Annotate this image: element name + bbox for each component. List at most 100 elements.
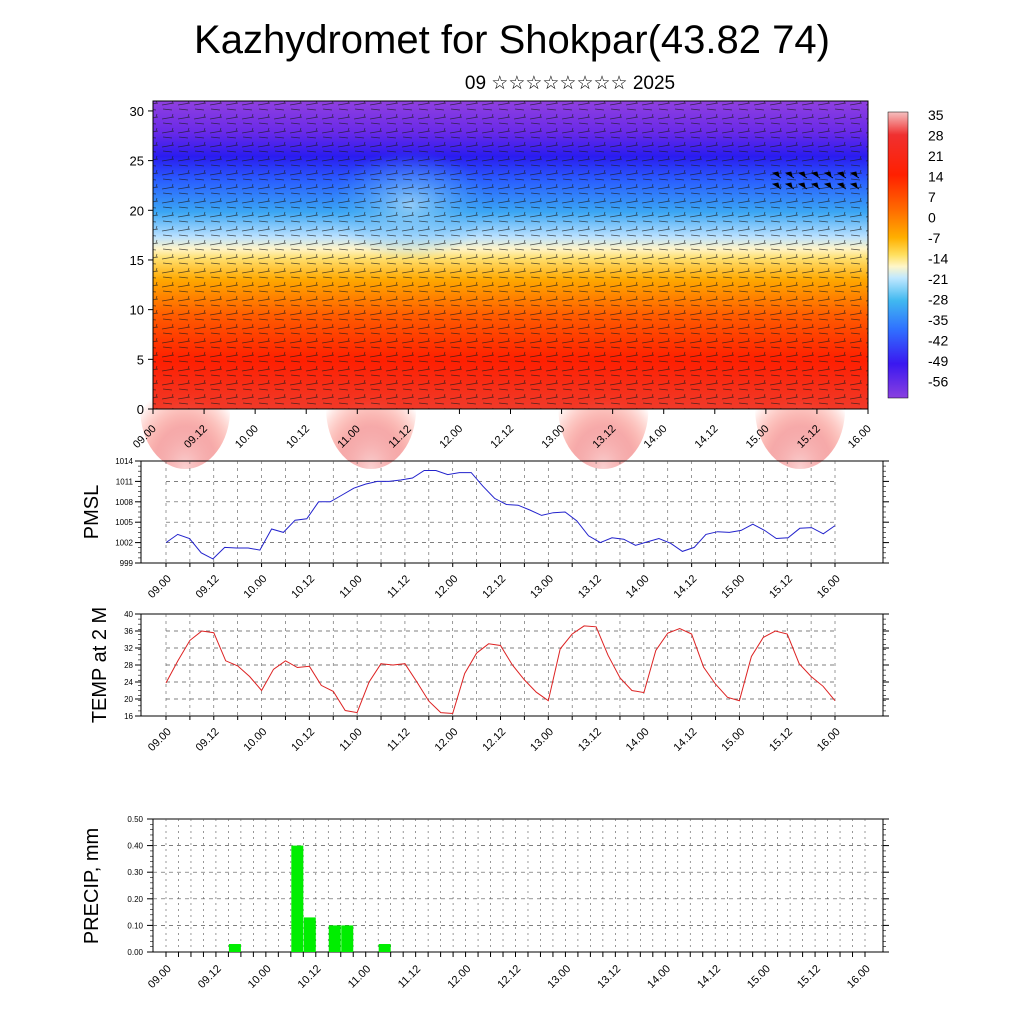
pmsl-panel: 999 1002 1005 1008 1011 1014 09.00 09.12 10.00 1… xyxy=(81,457,889,601)
y-tick-label: 999 xyxy=(120,559,134,568)
x-tick-label: 14.12 xyxy=(672,726,700,754)
x-tick-label: 15.00 xyxy=(719,726,747,754)
wind-barb xyxy=(784,171,795,179)
colorbar-label: 21 xyxy=(928,148,944,164)
y-tick-label: 0.00 xyxy=(127,948,143,957)
colorbar-label: -21 xyxy=(928,271,948,287)
heatmap-y-tick-label: 15 xyxy=(130,253,144,268)
heatmap-y-tick-label: 25 xyxy=(130,154,144,169)
y-tick-label: 0.30 xyxy=(127,868,143,877)
x-tick-label: 15.00 xyxy=(745,963,773,991)
precip-bar xyxy=(228,944,241,952)
heatmap-x-tick-label: 10.00 xyxy=(233,423,261,451)
y-tick-label: 0.40 xyxy=(127,842,143,851)
wind-barb xyxy=(849,171,860,179)
x-tick-label: 12.12 xyxy=(480,573,508,601)
x-tick-label: 14.12 xyxy=(672,573,700,601)
heatmap-y-tick-label: 20 xyxy=(130,203,144,218)
wind-barb xyxy=(771,182,782,190)
y-tick-label: 1005 xyxy=(115,518,133,527)
x-tick-label: 10.12 xyxy=(296,963,324,991)
y-tick-label: 40 xyxy=(124,610,133,619)
wind-barb xyxy=(836,182,847,190)
precip-y-label: PRECIP, mm xyxy=(81,828,103,944)
precip-x-axis: 09.00 09.12 10.00 10.12 11.00 11.12 12.00 12.12… xyxy=(146,963,873,991)
x-tick-label: 11.00 xyxy=(346,963,373,990)
heatmap-y-tick-label: 30 xyxy=(130,104,144,119)
precip-bar xyxy=(291,845,304,952)
x-tick-label: 11.00 xyxy=(337,726,364,753)
y-tick-label: 24 xyxy=(124,678,133,687)
heatmap-x-tick-label: 10.12 xyxy=(284,423,312,451)
wind-barb xyxy=(836,171,847,179)
x-tick-label: 16.00 xyxy=(815,573,843,601)
heatmap-x-tick-label: 12.12 xyxy=(488,423,516,451)
wind-barb-sample xyxy=(771,171,860,190)
x-tick-label: 13.12 xyxy=(595,963,623,991)
x-tick-label: 14.00 xyxy=(645,963,673,991)
x-tick-label: 16.00 xyxy=(815,726,843,754)
colorbar-label: -35 xyxy=(928,312,948,328)
x-tick-label: 12.00 xyxy=(433,726,461,754)
wind-barb xyxy=(771,171,782,179)
x-tick-label: 12.12 xyxy=(495,963,523,991)
x-tick-label: 09.00 xyxy=(146,726,174,754)
heatmap-y-tick-label: 10 xyxy=(130,303,144,318)
y-tick-label: 0.50 xyxy=(127,815,143,824)
precip-y-axis: 0.00 0.10 0.20 0.30 0.40 0.50 xyxy=(127,815,889,957)
x-tick-label: 11.00 xyxy=(337,573,364,600)
heatmap-y-axis: 0 5 10 15 20 25 30 xyxy=(130,104,153,417)
x-tick-label: 12.12 xyxy=(480,726,508,754)
x-tick-label: 09.00 xyxy=(146,963,174,991)
x-tick-label: 13.12 xyxy=(576,726,604,754)
x-tick-label: 15.12 xyxy=(767,573,795,601)
y-tick-label: 32 xyxy=(124,644,133,653)
wind-barb xyxy=(823,182,834,190)
wind-barb xyxy=(823,171,834,179)
x-tick-label: 12.00 xyxy=(433,573,461,601)
precip-panel: 0.00 0.10 0.20 0.30 0.40 0.50 09.00 09.12 10.00… xyxy=(81,815,889,991)
wind-barb xyxy=(810,182,821,190)
colorbar-labels: 35 28 21 14 7 0 -7 -14 -21 -28 -35 -42 -49 -56 xyxy=(928,107,948,390)
x-tick-label: 15.12 xyxy=(795,963,823,991)
y-tick-label: 20 xyxy=(124,695,133,704)
y-tick-label: 1011 xyxy=(116,477,134,486)
colorbar-label: 0 xyxy=(928,210,936,226)
x-tick-label: 10.12 xyxy=(289,573,317,601)
colorbar-label: 14 xyxy=(928,169,944,185)
heatmap-y-tick-label: 0 xyxy=(137,402,144,417)
colorbar-label: -56 xyxy=(928,374,948,390)
pmsl-series-line xyxy=(165,470,836,560)
temp-x-axis: 09.00 09.12 10.00 10.12 11.00 11.12 12.00 12.12… xyxy=(146,726,843,754)
x-tick-label: 13.00 xyxy=(545,963,573,991)
x-tick-label: 13.00 xyxy=(528,573,556,601)
x-tick-label: 13.12 xyxy=(576,573,604,601)
precip-bar xyxy=(303,917,316,952)
x-tick-label: 11.12 xyxy=(385,573,412,600)
x-tick-label: 12.00 xyxy=(445,963,473,991)
pmsl-x-axis: 09.00 09.12 10.00 10.12 11.00 11.12 12.00 12.12… xyxy=(146,573,843,601)
x-tick-label: 11.12 xyxy=(385,726,412,753)
x-tick-label: 09.12 xyxy=(196,963,224,991)
precip-bar xyxy=(341,925,354,952)
colorbar-label: 28 xyxy=(928,128,944,144)
y-tick-label: 0.20 xyxy=(127,895,143,904)
colorbar-label: -7 xyxy=(928,230,941,246)
colorbar-label: -49 xyxy=(928,353,948,369)
temp-y-axis: 16 20 24 28 32 36 40 xyxy=(124,610,889,721)
y-tick-label: 1014 xyxy=(115,457,133,466)
x-tick-label: 14.12 xyxy=(695,963,723,991)
y-tick-label: 0.10 xyxy=(127,921,143,930)
x-tick-label: 10.12 xyxy=(289,726,317,754)
x-tick-label: 10.00 xyxy=(241,726,269,754)
x-tick-label: 09.12 xyxy=(194,573,222,601)
heatmap-x-tick-label: 14.12 xyxy=(693,423,721,451)
temp-panel: 16 20 24 28 32 36 40 09.00 09.12 10.00 10.12 11.00… xyxy=(89,607,889,754)
temp-series-line xyxy=(165,625,836,715)
chart-title: Kazhydromet for Shokpar(43.82 74) xyxy=(194,18,830,62)
temp-y-label: TEMP at 2 M xyxy=(89,607,111,723)
wind-barb xyxy=(784,182,795,190)
colorbar-label: -42 xyxy=(928,333,948,349)
